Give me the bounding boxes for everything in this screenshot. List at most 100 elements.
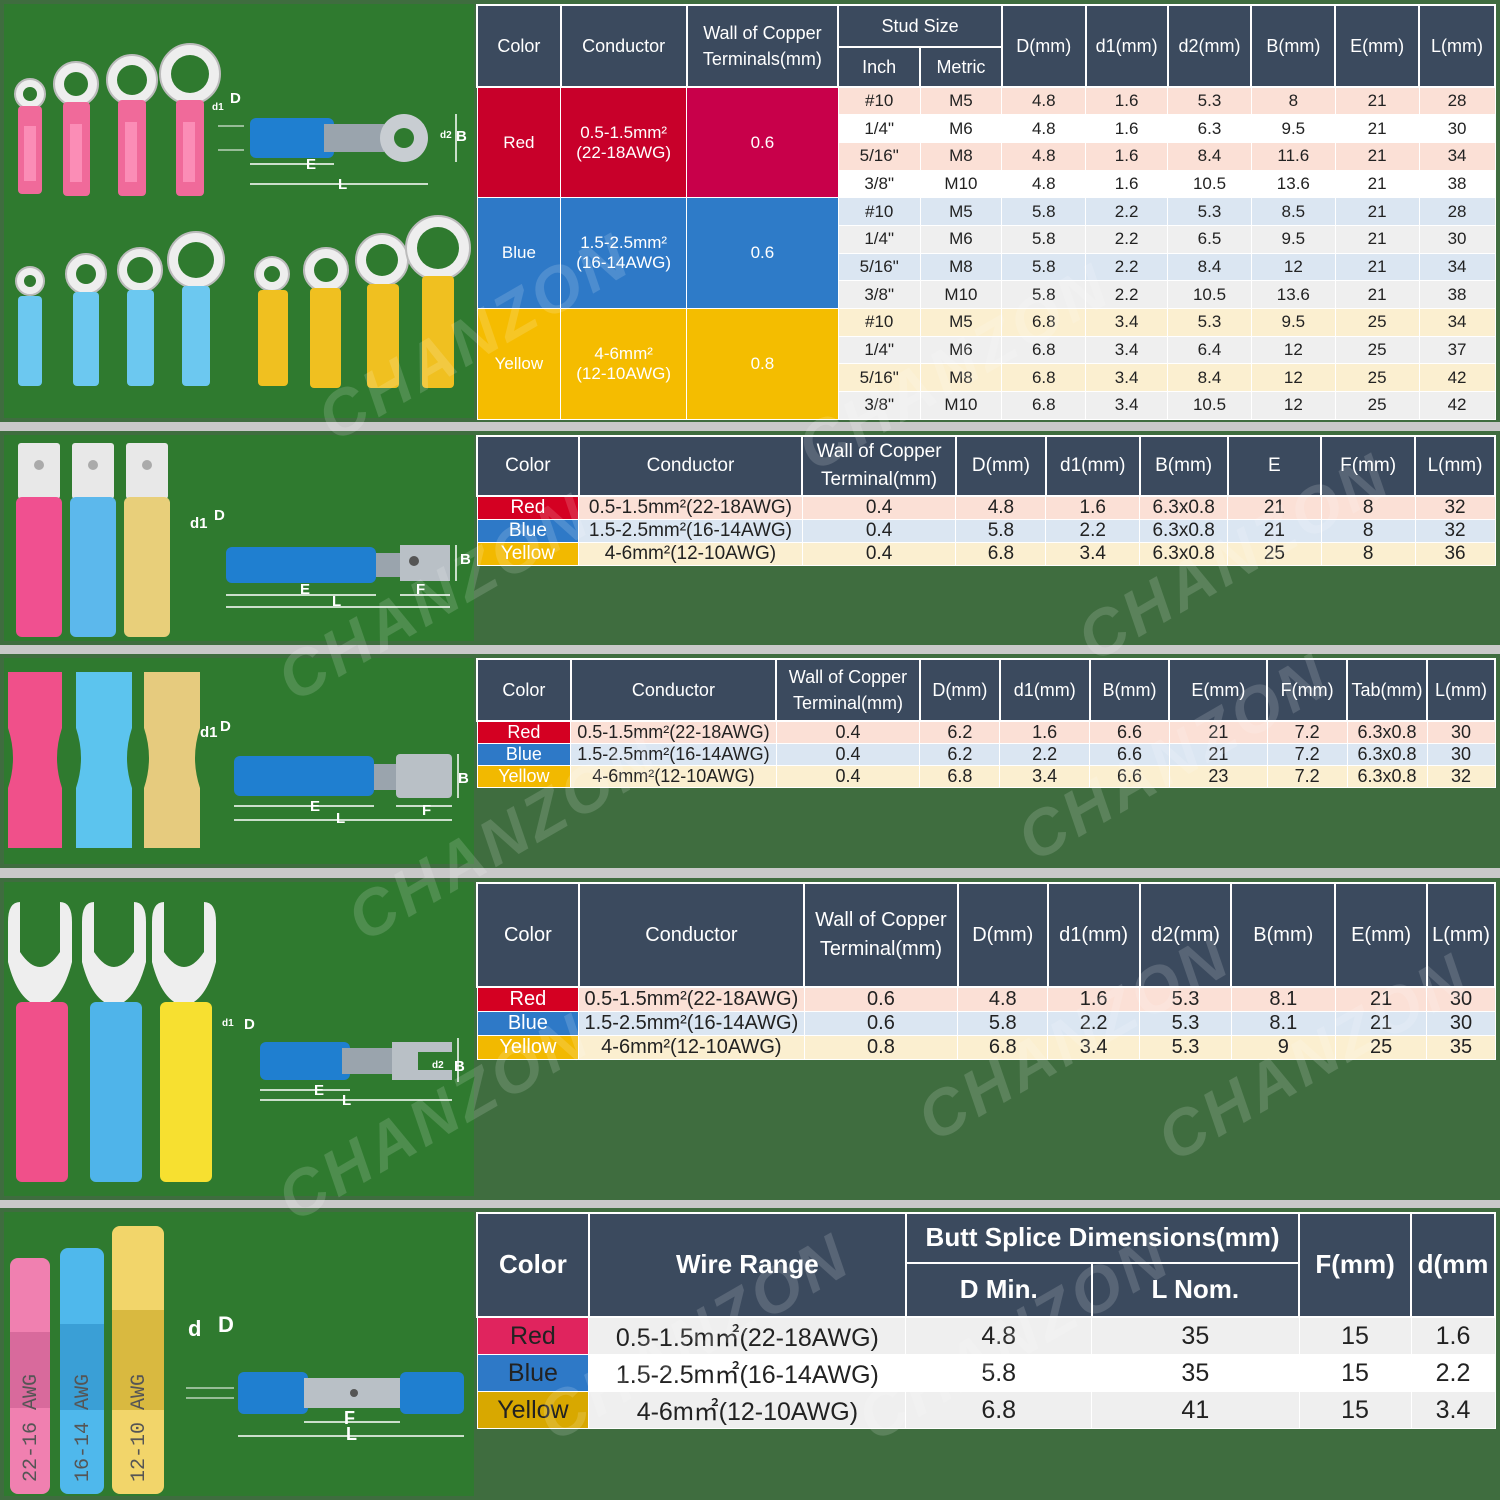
table-cell: 0.4 <box>801 542 957 566</box>
table-row: 1/4" M6 5.8 2.2 6.5 9.5 21 30 <box>477 224 1496 254</box>
table-cell: 21 <box>1334 197 1420 226</box>
dim-d1: d1 <box>222 1018 234 1029</box>
table-cell: #10 <box>837 308 921 337</box>
table-row: Blue 1.5-2.5mm²(16-14AWG) 0.4 5.8 2.2 6.3x0.8… <box>476 519 1496 543</box>
conductor-cell: 1.5-2.5mm² (16-14AWG) <box>560 197 688 309</box>
header-conductor: Conductor <box>569 658 778 722</box>
table-row: 1/4" M6 6.8 3.4 6.4 12 25 37 <box>477 335 1496 365</box>
butt-splice-dimension-drawing <box>186 1372 464 1437</box>
table-row: Blue 1.5-2.5mm²(16-14AWG) 0.4 6.2 2.2 6.6 21 7.… <box>476 743 1496 766</box>
dim-E: E <box>314 1082 325 1099</box>
table-cell: 32 <box>1414 519 1496 543</box>
sleeve-label-blue: 16-14 AWG <box>72 1374 95 1482</box>
header-E: E <box>1226 435 1323 497</box>
dim-L: L <box>342 1092 352 1109</box>
dim-d2: d2 <box>440 130 452 141</box>
table-cell: 25 <box>1334 363 1420 393</box>
table-cell: 12 <box>1250 363 1336 393</box>
table-cell: 21 <box>1334 169 1420 199</box>
table-cell: M6 <box>919 114 1003 143</box>
header-tab: Tab(mm) <box>1346 658 1429 722</box>
conductor-text: 0.5-1.5mm² <box>580 122 668 142</box>
table-row: Blue 1.5-2.5mm² (16-14AWG) 0.6 #10 M5 5.8 2.… <box>476 197 1496 309</box>
dim-D: D <box>220 718 231 735</box>
table-cell: 21 <box>1334 114 1420 143</box>
dim-B: B <box>458 770 469 787</box>
table-cell: 0.5-1.5mm²(22-18AWG) <box>570 720 777 744</box>
dim-L: L <box>346 1424 357 1444</box>
ring-terminal-drawing <box>14 43 471 388</box>
conductor-cell: 4-6mm² (12-10AWG) <box>560 308 688 420</box>
dim-d1: d1 <box>212 102 224 113</box>
table-cell: 3.4 <box>1085 391 1169 420</box>
table-cell: 37 <box>1418 335 1496 365</box>
dim-D: D <box>244 1016 255 1033</box>
table-cell: 34 <box>1418 308 1496 337</box>
table-cell: 5.3 <box>1139 986 1232 1012</box>
table-cell: 21 <box>1168 743 1268 766</box>
fork-terminal-drawing <box>8 902 459 1182</box>
female-spade-panel: d1 D B E F L Color Conductor Wall of Cop… <box>0 654 1500 868</box>
table-cell: 2.2 <box>1085 280 1169 309</box>
table-cell: 21 <box>1334 224 1420 254</box>
table-cell: 15 <box>1298 1354 1412 1392</box>
table-cell: 6.8 <box>905 1391 1093 1429</box>
table-cell: M8 <box>919 252 1003 282</box>
table-cell: 25 <box>1334 308 1420 337</box>
table-cell: 5.8 <box>905 1354 1093 1392</box>
table-cell: 2.2 <box>1410 1354 1496 1392</box>
table-cell: 30 <box>1426 720 1496 744</box>
table-cell: M10 <box>919 169 1003 199</box>
table-cell: 5.3 <box>1139 1011 1232 1036</box>
table-cell: 4.8 <box>1001 141 1087 171</box>
color-cell: Yellow <box>476 308 562 420</box>
table-cell: 10.5 <box>1167 391 1252 420</box>
table-cell: 21 <box>1334 1011 1428 1036</box>
table-cell: 4-6mm²(12-10AWG) <box>578 542 803 566</box>
sleeve-label-red: 22-16 AWG <box>20 1374 43 1482</box>
table-cell: 25 <box>1334 391 1420 420</box>
dim-D: D <box>214 507 225 524</box>
table-cell: 0.4 <box>775 743 921 766</box>
table-cell: #10 <box>837 86 921 116</box>
dim-d1: d1 <box>200 724 218 741</box>
table-cell: 1.6 <box>1410 1316 1496 1355</box>
dim-F: F <box>416 581 426 598</box>
table-cell: 30 <box>1418 114 1496 143</box>
table-cell: Blue <box>476 519 580 543</box>
table-cell: 3/8" <box>837 280 921 309</box>
table-cell: 8.1 <box>1230 1011 1336 1036</box>
table-cell: 0.4 <box>801 495 957 520</box>
table-cell: 3.4 <box>999 765 1091 788</box>
table-cell: Red <box>476 1316 590 1355</box>
table-cell: 5.8 <box>955 519 1047 543</box>
table-cell: 21 <box>1227 495 1322 520</box>
table-cell: 36 <box>1414 542 1496 566</box>
table-cell: 6.8 <box>1001 308 1087 337</box>
conductor-text: 1.5-2.5mm² <box>580 233 668 253</box>
header-color: Color <box>476 435 580 497</box>
table-cell: 0.5-1.5mm²(22-18AWG) <box>578 986 805 1012</box>
dim-B: B <box>460 551 471 568</box>
table-cell: 38 <box>1418 280 1496 309</box>
header-butt-splice-dimensions: Butt Splice Dimensions(mm) <box>904 1212 1301 1264</box>
table-cell: 6.3x0.8 <box>1346 743 1428 766</box>
table-row: Yellow 4-6mm²(12-10AWG) 0.8 6.8 3.4 5.3 9 25 35 <box>476 1035 1496 1060</box>
table-cell: 30 <box>1426 1011 1496 1036</box>
table-cell: 6.3x0.8 <box>1139 519 1229 543</box>
color-cell: Blue <box>476 197 562 309</box>
table-cell: 6.4 <box>1167 335 1252 365</box>
table-cell: 4.8 <box>955 495 1047 520</box>
dim-d1: d1 <box>190 515 208 532</box>
table-cell: Blue <box>476 1011 580 1036</box>
header-B: B(mm) <box>1250 4 1337 88</box>
table-cell: 1.5-2.5mm²(16-14AWG) <box>578 519 803 543</box>
dim-L: L <box>332 593 342 610</box>
table-row: Red 0.5-1.5mm² (22-18AWG) 0.6 #10 M5 4.8 1.6… <box>476 86 1496 199</box>
table-cell: 4-6mm²(12-10AWG) <box>570 765 777 788</box>
dim-B: B <box>454 1058 465 1075</box>
table-cell: 25 <box>1334 1035 1428 1060</box>
table-cell: 4.8 <box>1001 114 1087 143</box>
dim-L: L <box>338 176 348 193</box>
table-cell: 6.6 <box>1089 743 1170 766</box>
